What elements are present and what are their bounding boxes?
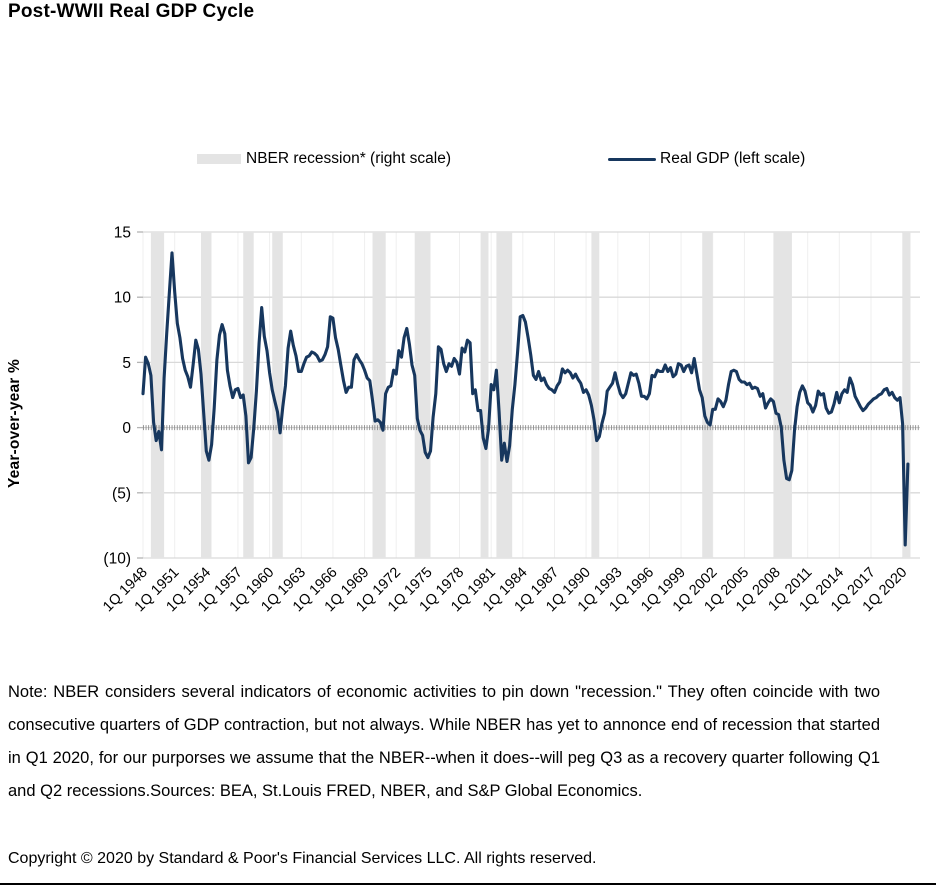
recession-band <box>480 232 489 558</box>
copyright-text: Copyright © 2020 by Standard & Poor's Fi… <box>8 850 597 867</box>
recession-band <box>702 232 713 558</box>
legend-item-gdp: Real GDP (left scale) <box>608 150 805 168</box>
recession-band <box>201 232 212 558</box>
real-gdp-line <box>141 251 910 547</box>
y-tick-label: 5 <box>122 355 131 372</box>
legend-recession-label: NBER recession* (right scale) <box>246 150 452 167</box>
recession-band <box>243 232 254 558</box>
y-tick-label: 10 <box>114 290 132 307</box>
recession-band <box>372 232 386 558</box>
recession-band <box>902 232 911 558</box>
chart-title: Post-WWII Real GDP Cycle <box>8 1 255 22</box>
y-tick-label: 15 <box>114 225 131 242</box>
legend-gdp-label: Real GDP (left scale) <box>660 150 806 167</box>
recession-band <box>414 232 431 558</box>
recession-band-swatch-icon <box>197 154 241 164</box>
y-axis-ticks <box>137 231 143 559</box>
recession-band <box>150 232 165 558</box>
y-tick-label: 0 <box>122 420 131 437</box>
recession-band <box>272 232 283 558</box>
recession-band <box>773 232 792 558</box>
legend-item-recession: NBER recession* (right scale) <box>197 150 451 168</box>
horizontal-gridlines <box>143 231 920 559</box>
bottom-divider <box>0 883 936 885</box>
recession-band <box>591 232 600 558</box>
y-tick-label: (10) <box>103 551 131 568</box>
recession-band <box>496 232 513 558</box>
y-tick-labels: 15 10 5 0 (5) (10) <box>103 225 131 568</box>
y-tick-label: (5) <box>112 485 131 502</box>
recession-bands <box>150 232 911 558</box>
note-text: Note: NBER considers several indicators … <box>8 683 880 800</box>
gdp-line-swatch-icon <box>608 157 656 161</box>
